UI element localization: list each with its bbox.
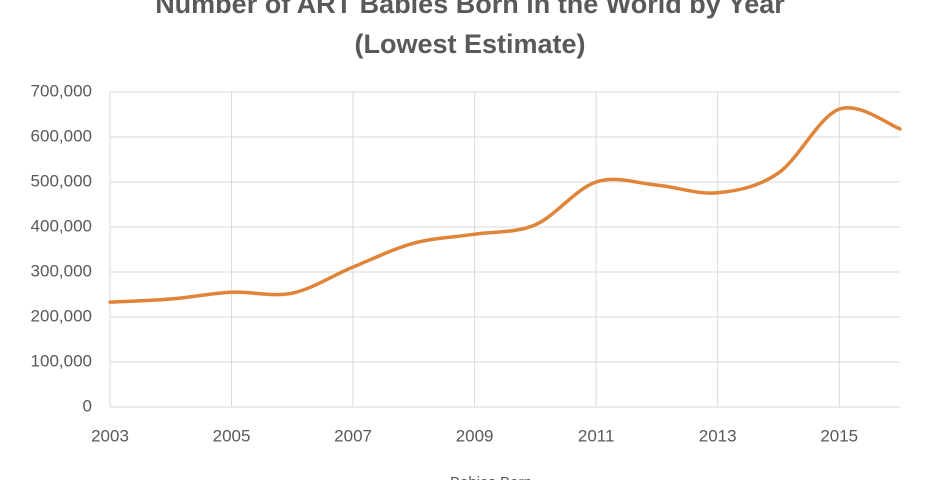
x-tick-label: 2009 — [456, 426, 494, 445]
legend-label: Babies Born — [450, 474, 532, 480]
y-tick-label: 100,000 — [31, 351, 92, 370]
y-tick-label: 200,000 — [31, 306, 92, 325]
x-tick-label: 2005 — [213, 426, 251, 445]
y-tick-label: 400,000 — [31, 216, 92, 235]
x-tick-label: 2007 — [334, 426, 372, 445]
chart-title: Number of ART Babies Born in the World b… — [155, 0, 785, 19]
y-tick-label: 600,000 — [31, 126, 92, 145]
y-tick-label: 300,000 — [31, 261, 92, 280]
chart-subtitle: (Lowest Estimate) — [354, 29, 585, 59]
y-tick-label: 700,000 — [31, 81, 92, 100]
x-tick-label: 2013 — [699, 426, 737, 445]
y-tick-label: 500,000 — [31, 171, 92, 190]
x-tick-label: 2003 — [91, 426, 129, 445]
x-tick-label: 2011 — [578, 426, 615, 445]
data-line — [108, 105, 902, 304]
y-tick-label: 0 — [83, 396, 92, 415]
x-tick-label: 2015 — [820, 426, 858, 445]
